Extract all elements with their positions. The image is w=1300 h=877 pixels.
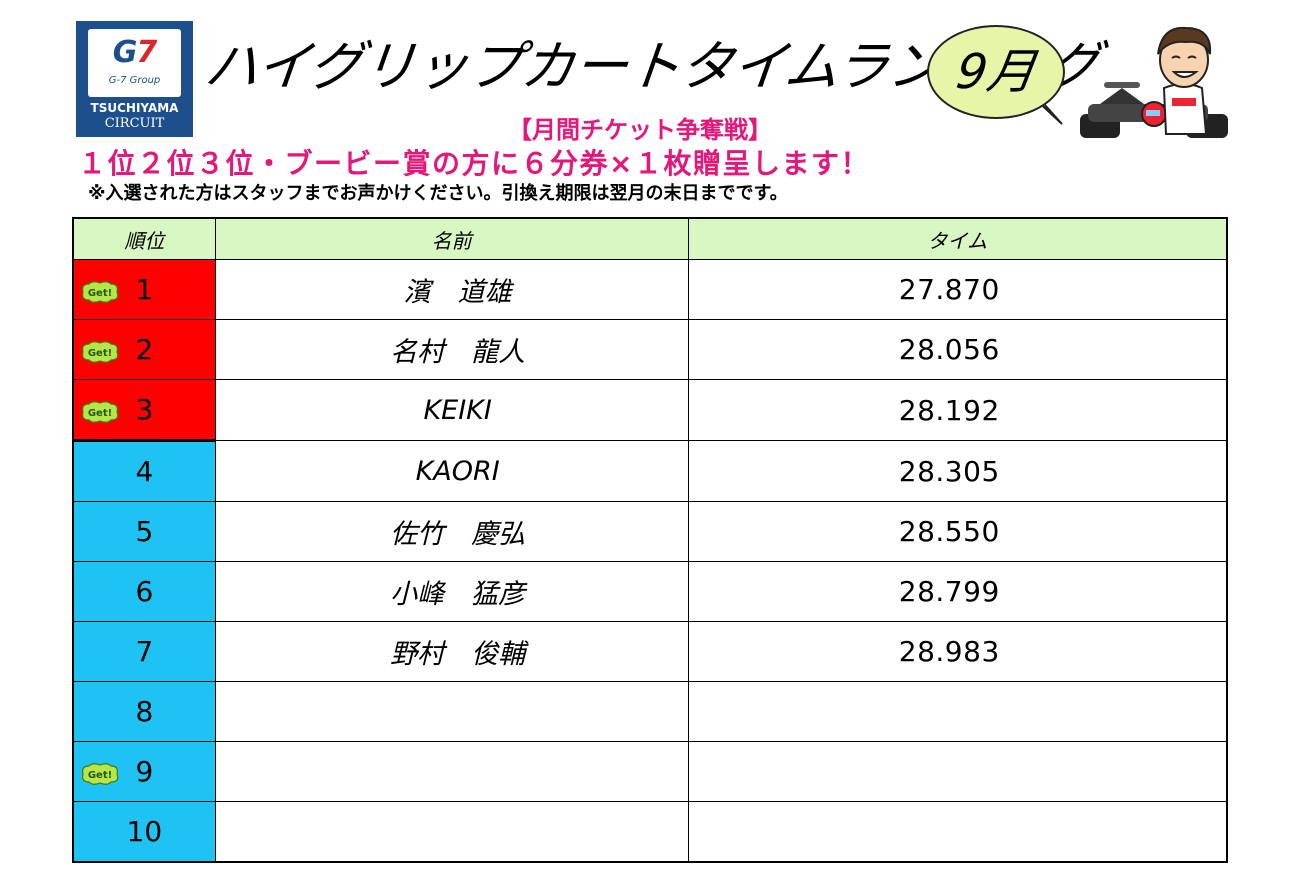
driver-name: 小峰 猛彦 [390, 579, 526, 610]
name-cell [214, 681, 689, 742]
name-cell: 小峰 猛彦 [214, 561, 689, 622]
rank-number: 10 [126, 815, 163, 848]
rank-number: 4 [135, 455, 154, 488]
rank-cell: Get! 2 [72, 319, 216, 380]
lap-time: 28.056 [898, 333, 1000, 366]
month-label: 9月 [952, 44, 1040, 100]
driver-name: 野村 俊輔 [390, 639, 526, 670]
table-row: Get! 1 濱 道雄 27.870 [72, 259, 1228, 320]
table-row: 8 [72, 681, 1228, 742]
logo-name-line1: TSUCHIYAMA [90, 101, 179, 115]
rank-cell: 8 [72, 681, 216, 742]
logo-mark-text: G7 [113, 35, 157, 70]
tsuchiyama-circuit-logo: G7 G-7 Group TSUCHIYAMA CIRCUIT [76, 21, 193, 137]
rank-number: 1 [135, 273, 154, 306]
driver-name: 濱 道雄 [403, 277, 512, 308]
table-row: 5 佐竹 慶弘 28.550 [72, 501, 1228, 562]
rank-number: 3 [135, 393, 154, 426]
rank-number: 8 [135, 695, 154, 728]
time-cell: 28.983 [687, 621, 1228, 682]
time-cell: 28.056 [687, 319, 1228, 380]
rank-cell: Get! 1 [72, 259, 216, 320]
driver-name: 名村 龍人 [390, 337, 526, 368]
lap-time: 28.983 [898, 635, 1000, 668]
lap-time: 27.870 [898, 273, 1000, 306]
get-badge-text: Get! [88, 348, 112, 359]
driver-name: KAORI [415, 455, 500, 487]
get-badge-icon: Get! [82, 401, 119, 423]
driver-name: 佐竹 慶弘 [390, 519, 526, 550]
rank-number: 7 [135, 635, 154, 668]
rank-number: 9 [135, 755, 154, 788]
name-cell: 佐竹 慶弘 [214, 501, 689, 562]
rank-cell: 7 [72, 621, 216, 682]
rank-number: 6 [135, 575, 154, 608]
table-row: 7 野村 俊輔 28.983 [72, 621, 1228, 682]
logo-mark-seven: 7 [136, 35, 157, 70]
logo-group-text: G-7 Group [108, 75, 161, 86]
mascot-kart-illustration [1080, 26, 1228, 138]
name-cell [214, 741, 689, 802]
table-row: Get! 9 [72, 741, 1228, 802]
rank-cell: 6 [72, 561, 216, 622]
rank-number: 2 [135, 333, 154, 366]
table-row: Get! 3 KEIKI 28.192 [72, 379, 1228, 442]
rank-cell: Get! 3 [72, 379, 216, 442]
campaign-subtitle: 【月間チケット争奪戦】 [508, 116, 772, 144]
time-cell: 27.870 [687, 259, 1228, 320]
name-cell: 濱 道雄 [214, 259, 689, 320]
rank-cell: 4 [72, 440, 216, 502]
month-bubble [927, 25, 1065, 119]
page-title: ハイグリップカートタイムランキング [201, 35, 1102, 98]
table-row: 4 KAORI 28.305 [72, 440, 1228, 502]
rank-cell: 5 [72, 501, 216, 562]
get-badge-text: Get! [88, 408, 112, 419]
ranking-table: 順位 名前 タイム Get! 1 濱 道雄 27.870 Get! 2 名村 龍人 28.05… [72, 217, 1228, 863]
time-cell: 28.799 [687, 561, 1228, 622]
time-cell: 28.192 [687, 379, 1228, 441]
table-row: Get! 2 名村 龍人 28.056 [72, 319, 1228, 380]
prize-text: １位２位３位・ブービー賞の方に６分券×１枚贈呈します！ [78, 147, 870, 180]
lap-time: 28.799 [898, 575, 1000, 608]
logo-mark: G7 [88, 35, 181, 70]
driver-name: KEIKI [423, 394, 492, 426]
logo-emblem: G7 G-7 Group [88, 29, 181, 97]
lap-time: 28.192 [898, 393, 1000, 427]
logo-name-line2: CIRCUIT [104, 116, 165, 131]
lap-time: 28.305 [898, 454, 1000, 488]
get-badge-text: Get! [88, 770, 112, 781]
time-cell [687, 801, 1228, 863]
time-cell [687, 681, 1228, 742]
logo-mark-g: G [112, 35, 138, 70]
name-cell: KAORI [214, 440, 689, 502]
get-badge-icon: Get! [82, 281, 119, 303]
column-header-name: 名前 [214, 217, 689, 260]
get-badge-text: Get! [88, 288, 112, 299]
table-row: 6 小峰 猛彦 28.799 [72, 561, 1228, 622]
notice-text: ※入選された方はスタッフまでお声かけください。引換え期限は翌月の末日までです。 [88, 183, 788, 204]
rank-cell: 10 [72, 801, 216, 863]
lap-time: 28.550 [898, 515, 1000, 548]
get-badge-icon: Get! [82, 341, 119, 363]
time-cell: 28.305 [687, 440, 1228, 502]
table-header-row: 順位 名前 タイム [72, 217, 1228, 260]
name-cell: 名村 龍人 [214, 319, 689, 380]
column-header-time: タイム [687, 217, 1228, 260]
name-cell: 野村 俊輔 [214, 621, 689, 682]
time-cell [687, 741, 1228, 802]
get-badge-icon: Get! [82, 763, 119, 785]
rank-number: 5 [135, 515, 154, 548]
rank-cell: Get! 9 [72, 741, 216, 802]
name-cell: KEIKI [214, 379, 689, 441]
column-header-rank: 順位 [72, 217, 216, 260]
time-cell: 28.550 [687, 501, 1228, 562]
name-cell [214, 801, 689, 863]
table-row: 10 [72, 801, 1228, 863]
